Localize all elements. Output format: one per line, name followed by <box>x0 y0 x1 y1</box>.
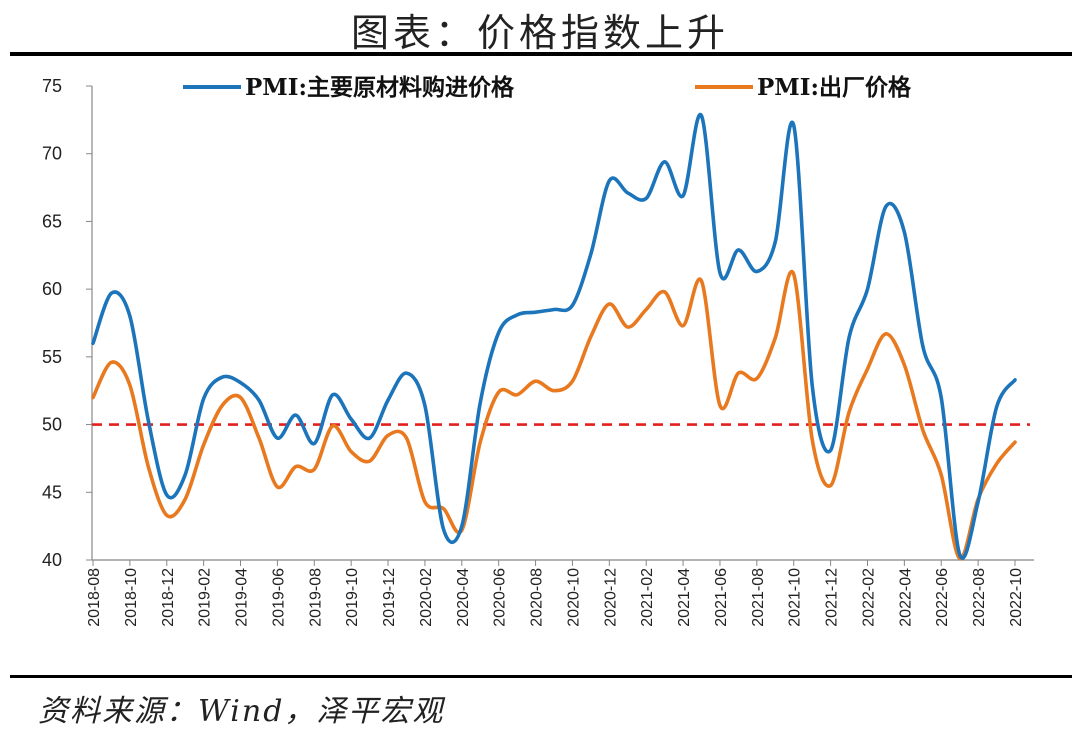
y-tick-label: 40 <box>42 550 62 570</box>
x-tick-label: 2020-08 <box>529 568 546 627</box>
series-line-input-price <box>91 112 1017 560</box>
x-tick-label: 2022-04 <box>897 568 914 627</box>
x-tick-label: 2021-04 <box>676 568 693 627</box>
y-tick-label: 75 <box>42 76 62 96</box>
x-tick-label: 2020-04 <box>455 568 472 627</box>
x-tick-label: 2021-12 <box>824 568 841 627</box>
x-tick-label: 2021-10 <box>787 568 804 627</box>
x-tick-label: 2019-02 <box>197 568 214 627</box>
x-tick-label: 2019-06 <box>270 568 287 627</box>
x-tick-label: 2019-08 <box>307 568 324 627</box>
top-rule <box>10 52 1072 56</box>
legend-label: PMI:出厂价格 <box>757 74 912 101</box>
source-note: 资料来源：Wind，泽平宏观 <box>38 694 445 729</box>
x-tick-label: 2020-02 <box>418 568 435 627</box>
chart-axes: 40 45 50 55 60 65 70 75 2018-08 2018-10 2018-12 201… <box>42 76 1034 627</box>
x-tick-label: 2020-06 <box>492 568 509 627</box>
bottom-rule <box>10 675 1072 678</box>
x-tick-label: 2020-12 <box>602 568 619 627</box>
y-tick-label: 70 <box>42 144 62 164</box>
x-tick-label: 2022-08 <box>971 568 988 627</box>
x-tick-label: 2021-06 <box>713 568 730 627</box>
x-tick-label: 2019-12 <box>381 568 398 627</box>
legend-label: PMI:主要原材料购进价格 <box>245 74 515 101</box>
y-tick-label: 50 <box>42 415 62 435</box>
x-tick-label: 2018-08 <box>86 568 103 627</box>
x-tick-label: 2019-10 <box>344 568 361 627</box>
x-tick-label: 2020-10 <box>565 568 582 627</box>
x-tick-label: 2018-12 <box>160 568 177 627</box>
x-tick-label: 2022-02 <box>860 568 877 627</box>
y-tick-label: 65 <box>42 211 62 231</box>
y-tick-label: 60 <box>42 279 62 299</box>
x-tick-label: 2019-04 <box>234 568 251 627</box>
y-tick-label: 55 <box>42 347 62 367</box>
x-tick-label: 2021-02 <box>639 568 656 627</box>
x-tick-label: 2018-10 <box>123 568 140 627</box>
chart-legend: PMI:主要原材料购进价格 PMI:出厂价格 <box>183 74 912 101</box>
y-tick-label: 45 <box>42 482 62 502</box>
series-lines <box>91 112 1017 561</box>
page-title: 图表：价格指数上升 <box>350 11 729 55</box>
x-tick-label: 2022-06 <box>934 568 951 627</box>
series-line-output-price <box>91 269 1017 561</box>
x-tick-label: 2022-10 <box>1008 568 1025 627</box>
x-tick-label: 2021-08 <box>750 568 767 627</box>
